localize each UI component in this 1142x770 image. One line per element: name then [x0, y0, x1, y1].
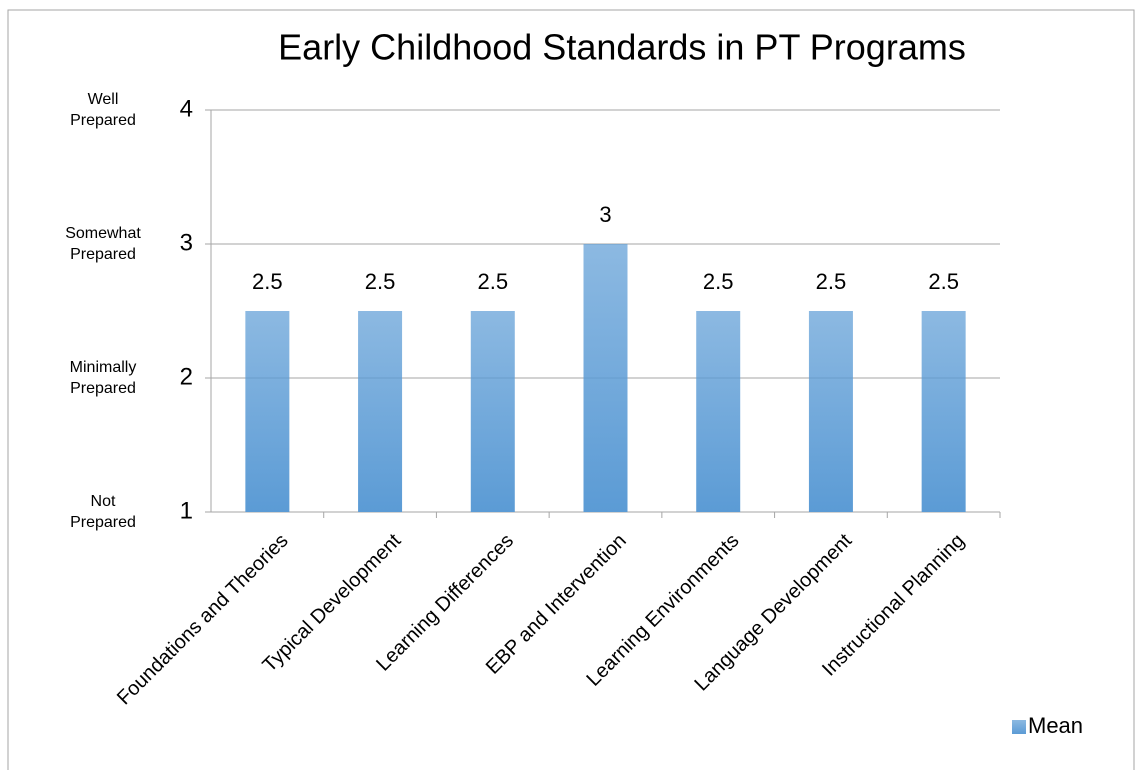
data-label: 3 — [599, 202, 611, 227]
bar — [696, 311, 741, 512]
legend-swatch — [1012, 720, 1026, 734]
bar — [808, 311, 853, 512]
y-level-label: Minimally — [70, 359, 137, 376]
y-level-label: Well — [88, 91, 119, 108]
bar — [358, 311, 403, 512]
y-level-label: Not — [91, 493, 116, 510]
y-level-label: Prepared — [70, 380, 136, 397]
y-level-label: Prepared — [70, 246, 136, 263]
data-label: 2.5 — [816, 269, 847, 294]
data-label: 2.5 — [928, 269, 959, 294]
y-tick-label: 3 — [180, 229, 193, 256]
data-label: 2.5 — [252, 269, 283, 294]
data-label: 2.5 — [477, 269, 508, 294]
chart-title: Early Childhood Standards in PT Programs — [278, 27, 966, 68]
bar — [245, 311, 290, 512]
y-level-label: Somewhat — [65, 225, 141, 242]
data-label: 2.5 — [365, 269, 396, 294]
y-tick-label: 1 — [180, 497, 193, 524]
x-tick-label: Foundations and Theories — [113, 530, 293, 710]
y-tick-label: 2 — [180, 363, 193, 390]
chart-frame — [7, 9, 1135, 770]
data-label: 2.5 — [703, 269, 734, 294]
y-level-label: Prepared — [70, 112, 136, 129]
bar — [470, 311, 515, 512]
y-tick-label: 4 — [180, 95, 193, 122]
legend-label: Mean — [1028, 713, 1083, 738]
y-level-label: Prepared — [70, 514, 136, 531]
bar — [583, 244, 628, 512]
bar — [921, 311, 966, 512]
